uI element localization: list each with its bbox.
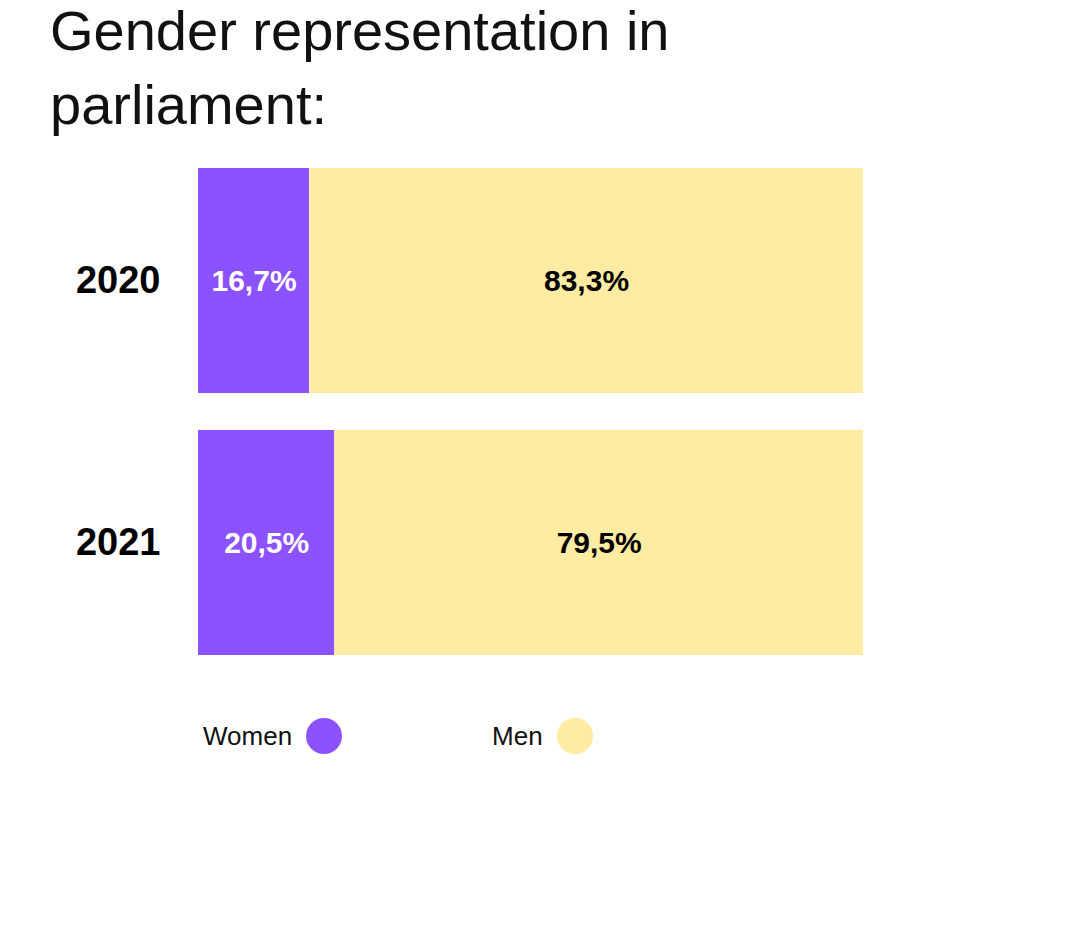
html-text:Gender representation in parli: Gender representation in parliament: [50, 0, 670, 136]
svg-text:20,5%: 20,5% [224, 526, 309, 559]
svg-text:2021: 2021 [76, 521, 161, 563]
svg-text:83,3%: 83,3% [544, 264, 629, 297]
html-text:Men: Men [492, 720, 543, 751]
html-text:Women: Women [203, 720, 293, 751]
svg-text:16,7%: 16,7% [211, 264, 296, 297]
svg-text:2020: 2020 [76, 259, 161, 301]
svg-text:79,5%: 79,5% [557, 526, 642, 559]
